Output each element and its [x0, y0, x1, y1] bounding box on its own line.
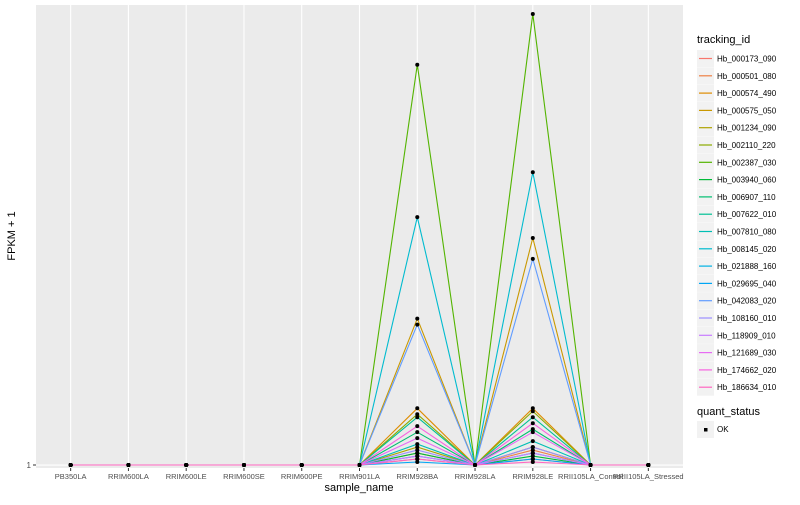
legend-label: Hb_121689_030 — [717, 349, 777, 358]
data-point — [530, 430, 535, 435]
legend-label: Hb_000173_090 — [717, 55, 777, 64]
x-tick-label: RRIM901LA — [339, 472, 380, 481]
legend-label: Hb_002110_220 — [717, 141, 776, 150]
legend-label: Hb_000574_490 — [717, 89, 777, 98]
data-point — [473, 463, 478, 468]
data-point — [415, 457, 420, 462]
x-tick-label: PB350LA — [55, 472, 87, 481]
data-point — [530, 439, 535, 444]
data-point — [530, 170, 535, 175]
data-point — [530, 11, 535, 16]
y-axis-label: FPKM + 1 — [6, 211, 18, 260]
data-point — [415, 412, 420, 417]
data-point — [415, 316, 420, 321]
data-point — [530, 256, 535, 261]
data-point — [530, 451, 535, 456]
grid-lines — [36, 5, 683, 468]
data-point — [126, 463, 131, 468]
legend-label: Hb_118909_010 — [717, 331, 776, 340]
legend-label: Hb_008145_020 — [717, 245, 777, 254]
data-point — [415, 424, 420, 429]
data-point — [646, 463, 651, 468]
data-point — [415, 215, 420, 220]
data-point — [530, 445, 535, 450]
data-point — [530, 421, 535, 426]
data-point — [415, 415, 420, 420]
x-tick-label: RRII105LA_Stressed — [613, 472, 683, 481]
data-point — [68, 463, 73, 468]
data-point — [530, 235, 535, 240]
legend-label: Hb_002387_030 — [717, 158, 777, 167]
legend-label: Hb_007810_080 — [717, 228, 777, 237]
data-point — [415, 442, 420, 447]
x-tick-label: RRIM928BA — [396, 472, 438, 481]
data-point — [530, 427, 535, 432]
legend-label: Hb_003940_060 — [717, 176, 777, 185]
data-point — [530, 457, 535, 462]
axes: PB350LA RRIM600LA RRIM600LE RRIM600SE RRIM60… — [27, 461, 684, 481]
x-tick-label: RRIM928LA — [455, 472, 496, 481]
data-point — [415, 406, 420, 411]
legend-title: tracking_id — [697, 34, 750, 46]
data-point — [415, 451, 420, 456]
y-tick-label: 1 — [27, 461, 32, 470]
legend-label: Hb_042083_020 — [717, 297, 777, 306]
data-point — [415, 460, 420, 465]
legend-label: Hb_021888_160 — [717, 262, 777, 271]
data-point — [530, 409, 535, 414]
data-point — [530, 448, 535, 453]
x-tick-label: RRIM600LE — [166, 472, 207, 481]
data-point — [184, 463, 189, 468]
x-axis-label: sample_name — [324, 482, 393, 494]
legend-label: Hb_029695_040 — [717, 279, 777, 288]
data-point — [415, 62, 420, 67]
status-legend-title: quant_status — [697, 406, 760, 418]
data-point — [357, 463, 362, 468]
x-tick-label: RRIM600PE — [281, 472, 323, 481]
legend: tracking_id Hb_000173_090Hb_000501_080Hb… — [697, 34, 777, 438]
data-point — [415, 448, 420, 453]
data-point — [415, 454, 420, 459]
legend-label: Hb_108160_010 — [717, 314, 777, 323]
data-point — [415, 322, 420, 327]
legend-label: Hb_006907_110 — [717, 193, 776, 202]
data-point — [299, 463, 304, 468]
legend-label: Hb_007622_010 — [717, 210, 777, 219]
data-point — [530, 415, 535, 420]
data-point — [530, 406, 535, 411]
status-legend-label: OK — [717, 425, 729, 434]
legend-label: Hb_000575_050 — [717, 106, 777, 115]
data-points — [68, 11, 651, 468]
data-point — [530, 460, 535, 465]
data-point — [530, 454, 535, 459]
x-tick-label: RRIM600SE — [223, 472, 265, 481]
x-tick-label: RRII105LA_Control — [558, 472, 623, 481]
data-point — [588, 463, 593, 468]
x-tick-label: RRIM928LE — [512, 472, 553, 481]
legend-label: Hb_174662_020 — [717, 366, 777, 375]
legend-label: Hb_000501_080 — [717, 72, 777, 81]
data-point — [415, 436, 420, 441]
status-legend-point — [704, 428, 708, 432]
data-point — [241, 463, 246, 468]
data-point — [415, 430, 420, 435]
legend-items: Hb_000173_090 Hb_000501_080 Hb_000574_490 H… — [697, 50, 777, 396]
x-tick-label: RRIM600LA — [108, 472, 149, 481]
data-point — [415, 445, 420, 450]
legend-label: Hb_186634_010 — [717, 383, 777, 392]
legend-label: Hb_001234_090 — [717, 124, 777, 133]
